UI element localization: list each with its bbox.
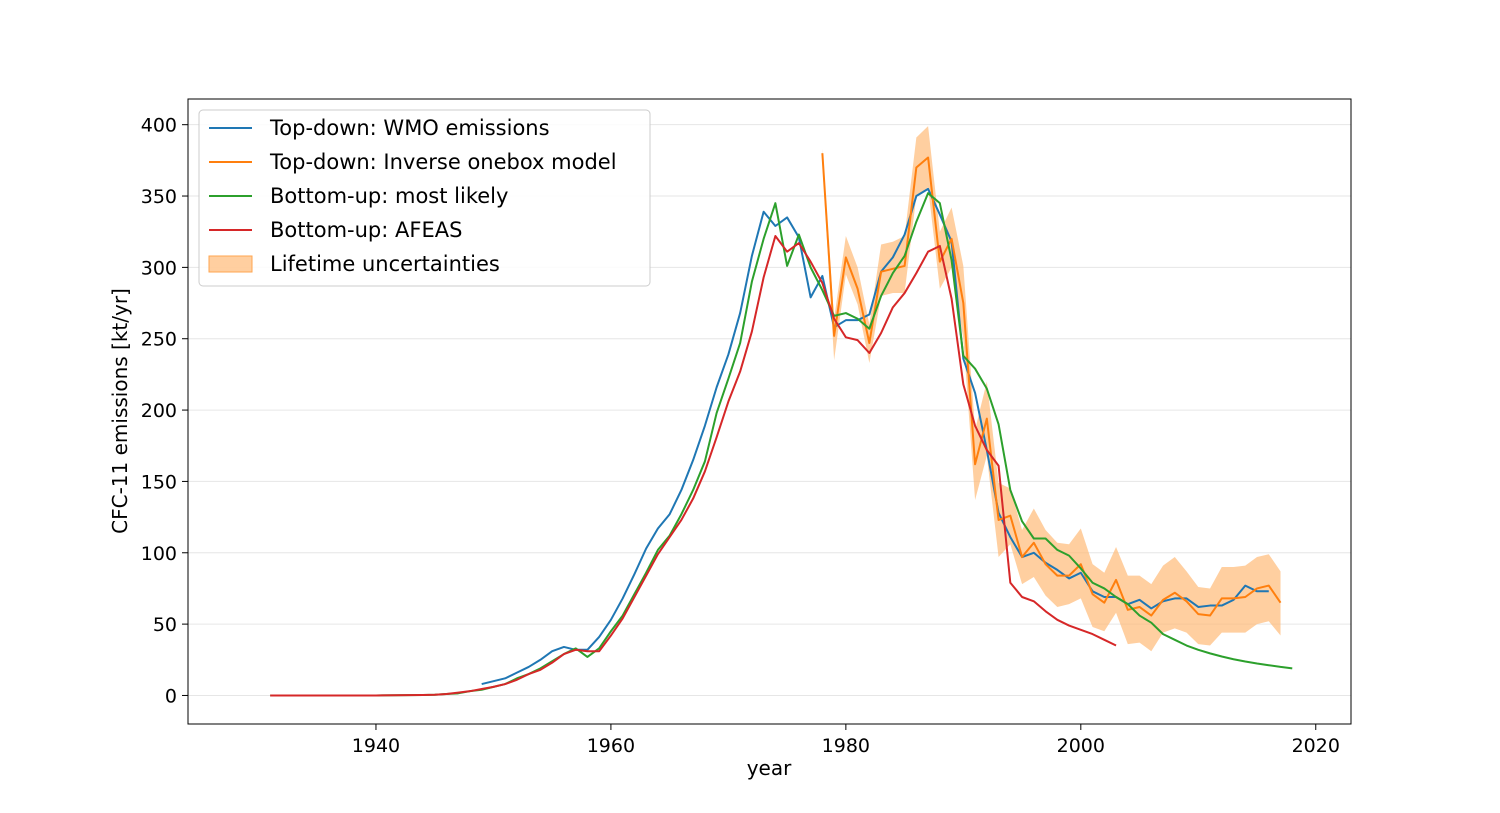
x-tick-label: 2020 [1292, 735, 1340, 757]
y-tick-label: 0 [165, 685, 177, 707]
inverse-onebox-line [821, 153, 1282, 617]
x-tick-label: 1960 [587, 735, 635, 757]
bottom-up-likely-line [270, 192, 1293, 697]
y-tick-label: 250 [141, 329, 177, 351]
y-tick-label: 150 [141, 471, 177, 493]
y-tick-label: 400 [141, 115, 177, 137]
y-tick-label: 50 [153, 614, 177, 636]
y-tick-label: 200 [141, 400, 177, 422]
y-axis-title: CFC-11 emissions [kt/yr] [108, 288, 132, 534]
y-axis-ticks: 0 50 100 150 200 250 300 350 400 [141, 115, 188, 707]
x-tick-label: 2000 [1057, 735, 1105, 757]
plot-frame [187, 98, 1352, 725]
x-axis-ticks: 1940 1960 1980 2000 2020 [352, 724, 1340, 757]
legend-entry: Lifetime uncertainties [270, 252, 500, 276]
legend-entry: Top-down: Inverse onebox model [269, 150, 617, 174]
legend: Top-down: WMO emissions Top-down: Inverse… [198, 109, 651, 287]
legend-entry: Bottom-up: AFEAS [270, 218, 462, 242]
y-tick-label: 300 [141, 257, 177, 279]
x-axis-title: year [747, 756, 792, 780]
legend-entry: Bottom-up: most likely [270, 184, 508, 208]
x-tick-label: 1940 [352, 735, 400, 757]
x-tick-label: 1980 [822, 735, 870, 757]
y-tick-label: 350 [141, 186, 177, 208]
y-tick-label: 100 [141, 543, 177, 565]
uncertainty-band-layer [822, 126, 1281, 652]
afeas-line [270, 234, 1117, 697]
series-layer [270, 153, 1293, 697]
uncertainty-band [822, 126, 1281, 652]
legend-box [198, 109, 651, 287]
legend-entry: Top-down: WMO emissions [269, 116, 550, 140]
legend-swatch [208, 255, 253, 273]
